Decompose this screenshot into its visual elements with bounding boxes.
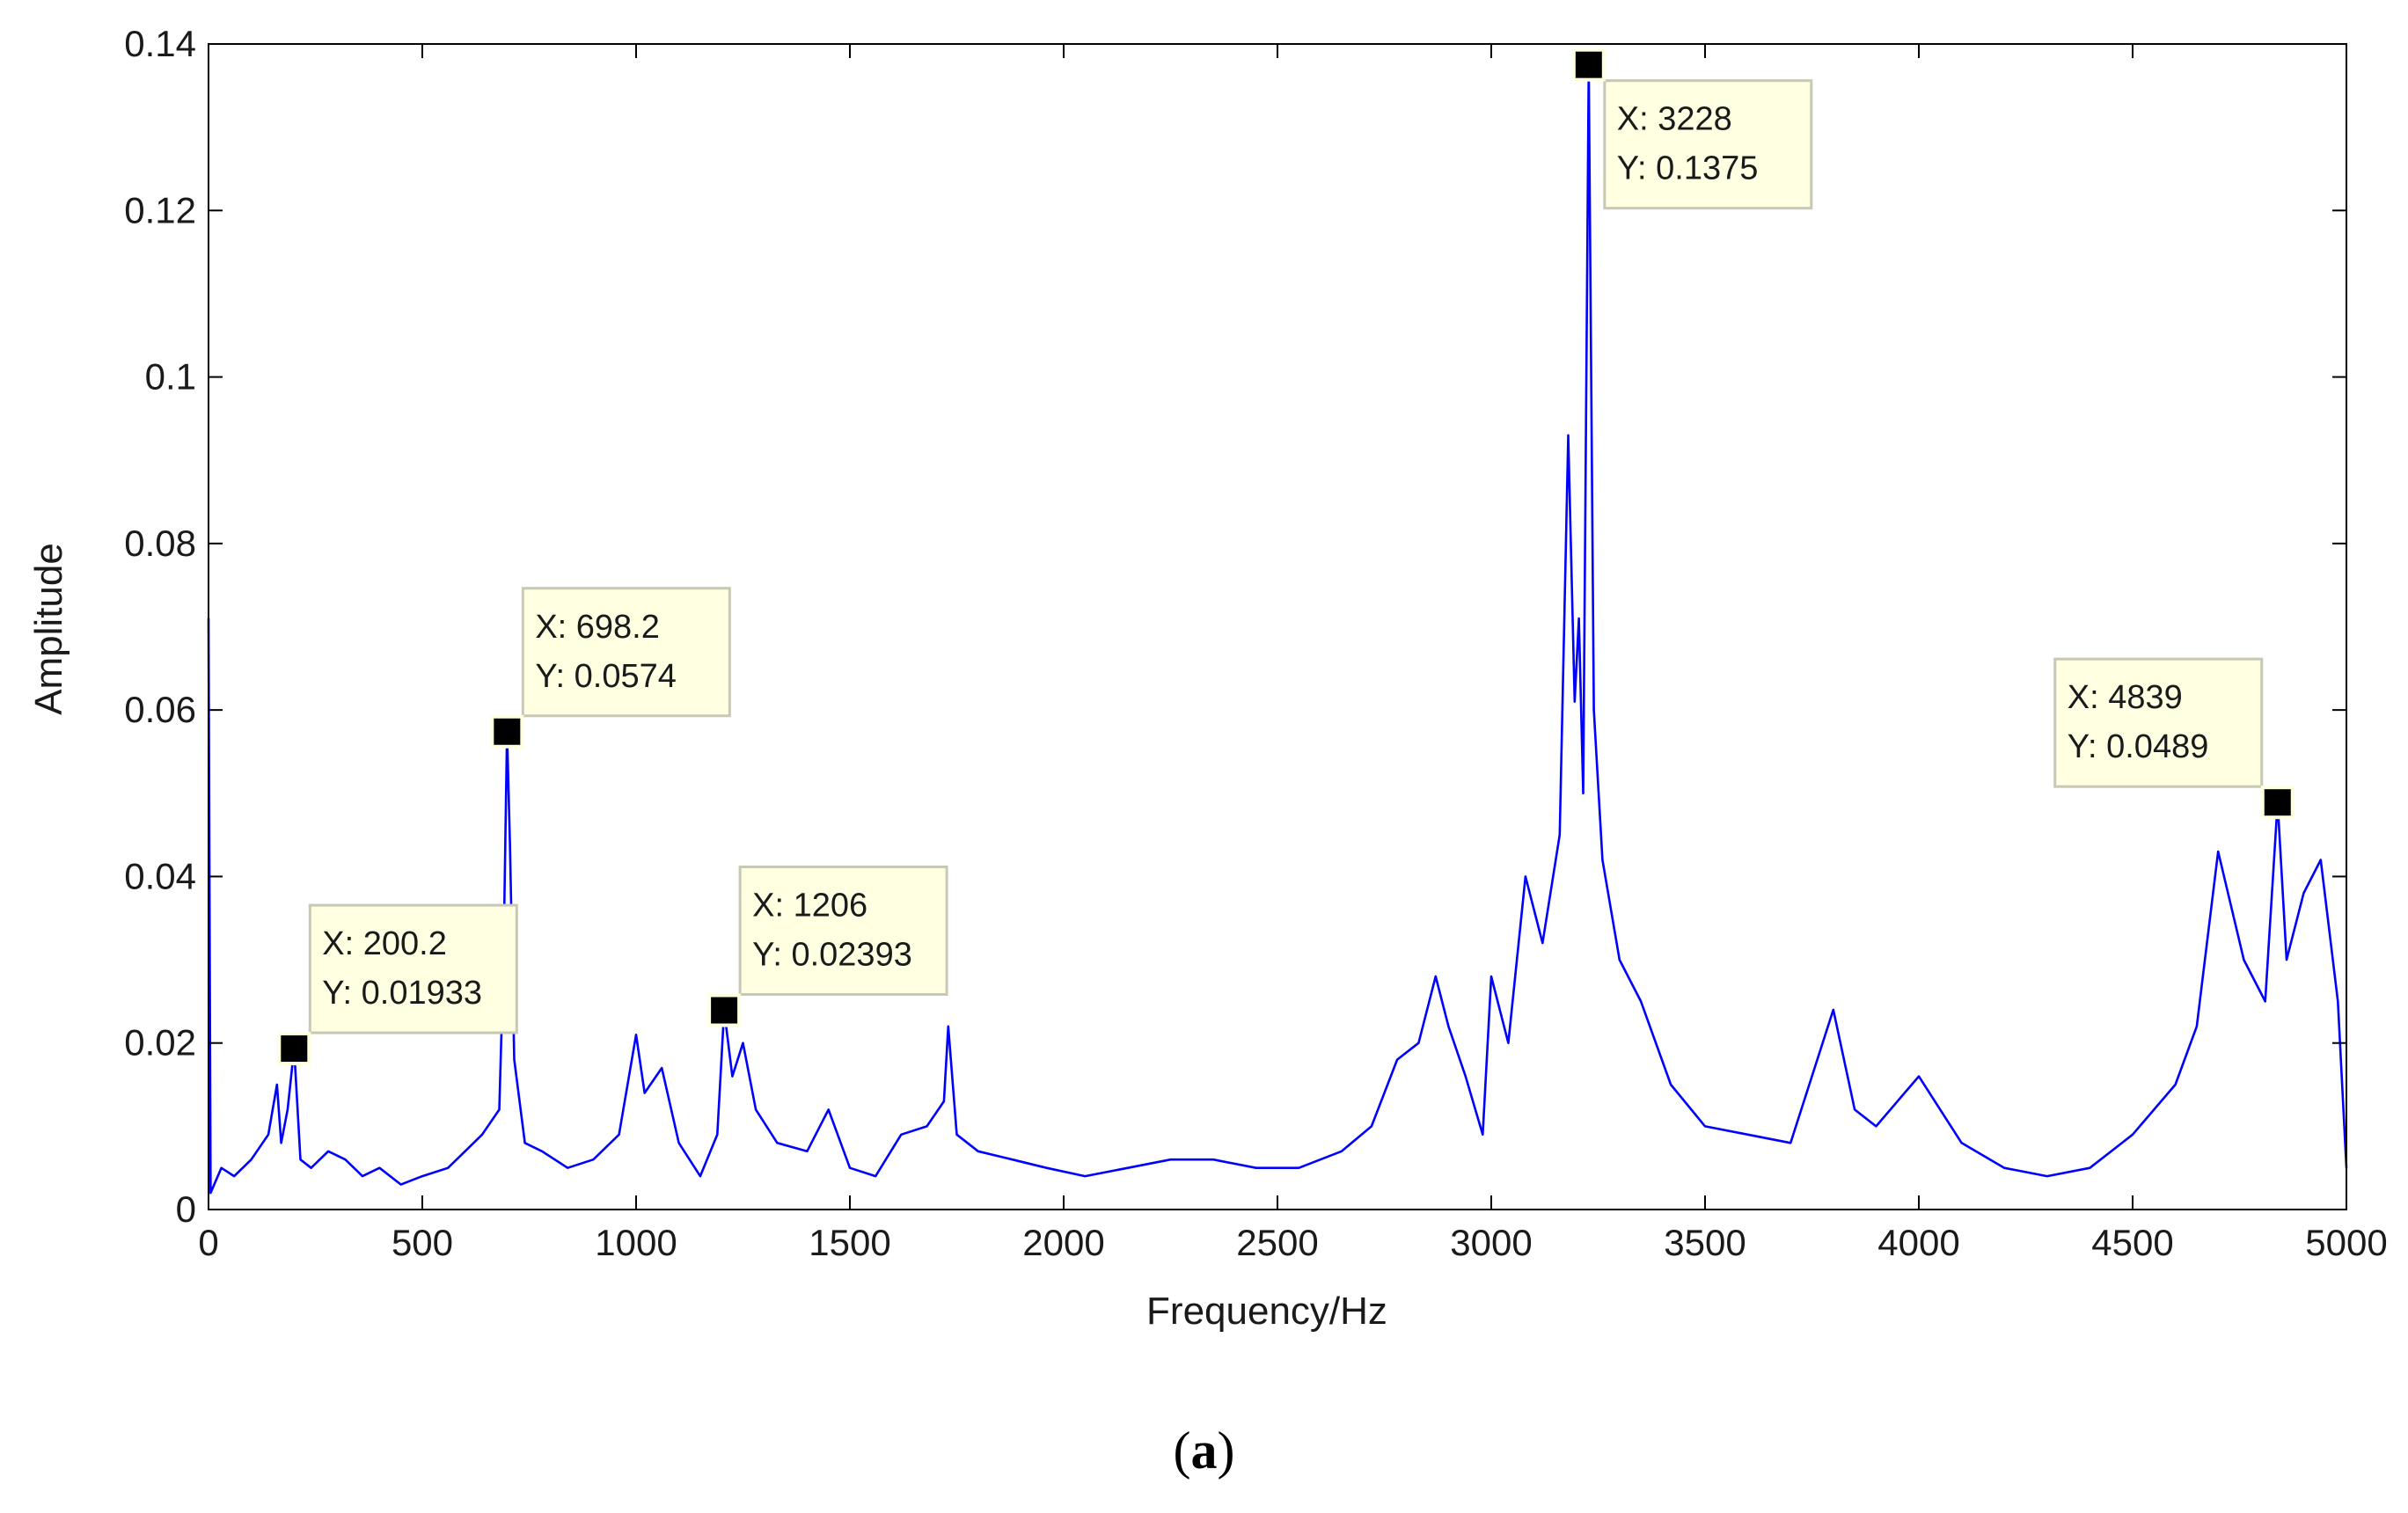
data-tip-y-value: Y: 0.1375 <box>1617 150 1759 187</box>
data-tip-box <box>1603 79 1813 210</box>
x-axis-label: Frequency/Hz <box>1146 1290 1387 1333</box>
x-tick-label: 3500 <box>1664 1222 1746 1263</box>
x-tick-label: 500 <box>392 1222 453 1263</box>
x-tick-label: 2000 <box>1022 1222 1104 1263</box>
data-tip-x-value: X: 4839 <box>2068 679 2183 716</box>
x-tick-label: 0 <box>198 1222 218 1263</box>
y-tick-label: 0.02 <box>124 1022 196 1063</box>
figure-caption: (a) <box>0 1421 2408 1481</box>
y-tick-label: 0.06 <box>124 689 196 730</box>
y-tick-label: 0.04 <box>124 855 196 896</box>
data-tip-y-value: Y: 0.01933 <box>322 975 482 1012</box>
data-tip-marker <box>490 714 524 749</box>
caption-prefix: ( <box>1173 1422 1191 1480</box>
data-tip-box <box>2053 657 2264 788</box>
caption-suffix: ) <box>1217 1422 1235 1480</box>
axes: 0 500 1000 1500 2000 2500 3000 3500 4000 4500 5000… <box>124 23 2387 1263</box>
x-tick-label: 4500 <box>2091 1222 2173 1263</box>
data-tip-marker <box>1571 48 1606 82</box>
data-tip-x-value: X: 200.2 <box>322 925 447 962</box>
data-tip-marker <box>277 1032 311 1066</box>
y-tick-label: 0.14 <box>124 23 196 64</box>
data-tip-box <box>521 587 731 718</box>
series-line-0 <box>207 63 2348 1195</box>
x-tick-label: 3000 <box>1450 1222 1532 1263</box>
x-tick-label: 1000 <box>595 1222 677 1263</box>
plot-area <box>207 63 2348 1195</box>
data-tip-y-value: Y: 0.02393 <box>752 937 912 974</box>
data-tip-x-value: X: 698.2 <box>535 609 660 646</box>
data-tip-marker <box>2260 786 2295 820</box>
data-tip-x-value: X: 1206 <box>752 888 867 925</box>
x-tick-label: 4000 <box>1877 1222 1959 1263</box>
x-tick-label: 1500 <box>809 1222 890 1263</box>
data-tip-box <box>308 903 518 1034</box>
data-tip-x-value: X: 3228 <box>1617 101 1732 138</box>
data-tip-marker <box>707 993 742 1027</box>
x-tick-label: 5000 <box>2305 1222 2387 1263</box>
data-tip-y-value: Y: 0.0574 <box>535 658 677 695</box>
data-tip-y-value: Y: 0.0489 <box>2068 728 2209 765</box>
y-tick-label: 0.08 <box>124 523 196 564</box>
y-tick-label: 0.12 <box>124 189 196 230</box>
y-tick-label: 0 <box>176 1188 196 1230</box>
data-tip-box <box>738 866 948 997</box>
y-axis-label: Amplitude <box>27 543 70 715</box>
data-tips: X: 200.2 Y: 0.01933 X: 698.2 Y: 0.0574 X: 12… <box>277 48 2295 1066</box>
y-tick-label: 0.1 <box>145 356 196 398</box>
caption-label: a <box>1190 1422 1218 1480</box>
x-tick-label: 2500 <box>1236 1222 1318 1263</box>
